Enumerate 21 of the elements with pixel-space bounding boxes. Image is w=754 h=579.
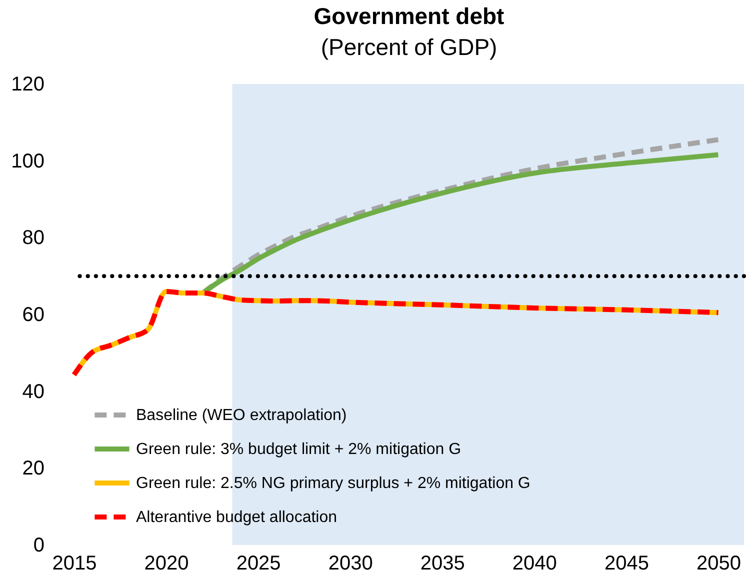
chart-title: Government debt — [314, 3, 505, 29]
legend-label: Baseline (WEO extrapolation) — [136, 407, 347, 424]
legend-label: Green rule: 2.5% NG primary surplus + 2% mitigation G — [136, 475, 530, 492]
legend-label: Alterantive budget allocation — [136, 509, 338, 526]
x-tick-label: 2025 — [236, 552, 281, 574]
y-tick-label: 40 — [22, 380, 44, 403]
y-tick-label: 120 — [11, 74, 44, 96]
x-tick-label: 2020 — [144, 552, 189, 574]
x-tick-label: 2030 — [328, 552, 373, 574]
chart-subtitle: (Percent of GDP) — [320, 34, 498, 60]
y-tick-label: 0 — [33, 534, 44, 556]
x-tick-label: 2040 — [512, 552, 557, 574]
x-tick-label: 2015 — [52, 552, 97, 574]
y-tick-label: 80 — [22, 227, 44, 250]
x-tick-label: 2050 — [696, 552, 741, 574]
legend-label: Green rule: 3% budget limit + 2% mitigation G — [136, 441, 462, 458]
x-tick-label: 2035 — [420, 552, 465, 574]
y-tick-label: 20 — [22, 458, 44, 480]
y-tick-label: 60 — [22, 304, 44, 326]
y-tick-label: 100 — [11, 150, 44, 172]
x-tick-label: 2045 — [604, 552, 649, 574]
